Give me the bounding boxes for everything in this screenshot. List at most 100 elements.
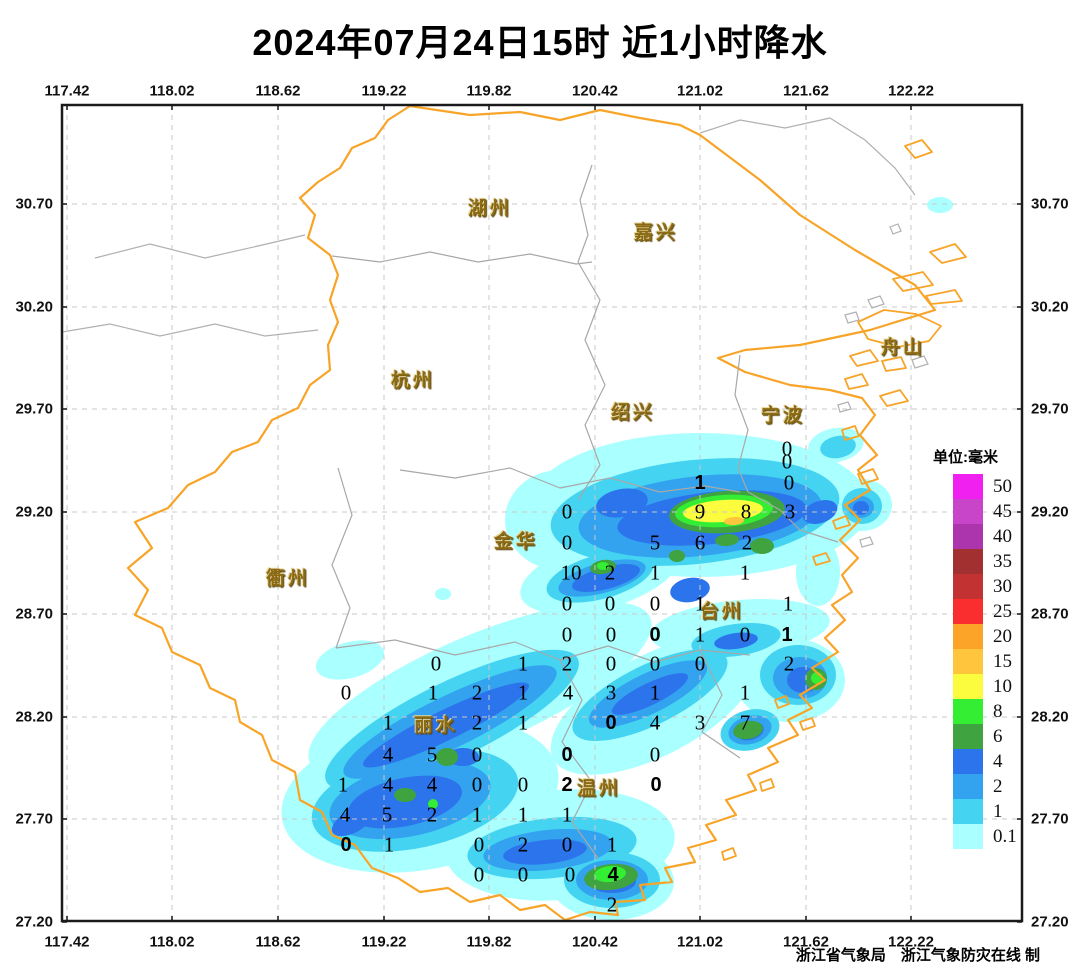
x-tick-label: 121.02 (677, 82, 723, 100)
station-value: 1 (517, 802, 529, 827)
station-value: 2 (604, 560, 616, 585)
station-value: 1 (427, 680, 439, 705)
legend-row: 50 (933, 474, 1033, 499)
station-value: 4 (382, 772, 394, 797)
station-value: 0 (473, 832, 485, 857)
station-value: 0 (605, 622, 617, 647)
legend-swatch (953, 749, 983, 774)
city-label-宁波: 宁波 (760, 405, 806, 427)
legend-swatch (953, 824, 983, 849)
neighbor-borders (62, 117, 929, 548)
legend-rows: 50 45 40 35 30 25 20 15 10 8 6 4 2 1 0.1 (933, 474, 1033, 849)
x-tick-label: 121.02 (677, 933, 723, 951)
y-tick-label: 29.70 (1031, 400, 1069, 418)
x-tick-label: 118.02 (149, 933, 195, 951)
station-value: 3 (784, 499, 796, 524)
footer-credit: 浙江省气象局 浙江气象防灾在线 制 (795, 947, 1040, 964)
legend-label: 4 (993, 751, 1003, 772)
station-value: 9 (694, 499, 706, 524)
city-label-金华: 金华 (493, 531, 539, 553)
legend-label: 6 (993, 726, 1003, 747)
station-value: 0 (605, 651, 617, 676)
page-title: 2024年07月24日15时 近1小时降水 (252, 22, 828, 63)
legend-label: 40 (993, 526, 1012, 547)
station-value: 2 (426, 802, 438, 827)
station-value: 4 (339, 802, 351, 827)
legend-swatch (953, 799, 983, 824)
legend-swatch (953, 524, 983, 549)
y-tick-label: 28.70 (15, 605, 53, 623)
x-tick-label: 120.42 (572, 82, 618, 100)
legend-label: 25 (993, 601, 1012, 622)
station-value: 0 (650, 774, 662, 796)
station-value: 0 (517, 772, 529, 797)
rain-shading-layer (281, 197, 953, 920)
station-value: 0 (340, 680, 352, 705)
legend-label: 2 (993, 776, 1003, 797)
x-tick-label: 118.62 (255, 933, 301, 951)
station-value: 1 (383, 832, 395, 857)
station-value: 2 (471, 680, 483, 705)
legend: 单位:毫米 50 45 40 35 30 25 20 15 10 8 6 4 2 1 0.1 (933, 446, 1033, 849)
legend-swatch (953, 649, 983, 674)
legend-row: 2 (933, 774, 1033, 799)
x-tick-label: 121.62 (783, 933, 829, 951)
legend-row: 30 (933, 574, 1033, 599)
city-label-台州: 台州 (699, 601, 745, 623)
station-value: 0 (340, 834, 352, 856)
city-label-杭州: 杭州 (390, 370, 436, 392)
station-value: 1 (471, 802, 483, 827)
y-tick-label: 30.20 (15, 298, 53, 316)
legend-swatch (953, 624, 983, 649)
legend-swatch (953, 724, 983, 749)
legend-row: 0.1 (933, 824, 1033, 849)
station-value: 2 (561, 651, 573, 676)
legend-row: 6 (933, 724, 1033, 749)
station-value: 0 (561, 499, 573, 524)
legend-swatch (953, 499, 983, 524)
legend-row: 1 (933, 799, 1033, 824)
station-value: 1 (561, 802, 573, 827)
station-value: 1 (517, 710, 529, 735)
legend-row: 45 (933, 499, 1033, 524)
station-value: 1 (694, 622, 706, 647)
station-value: 0 (471, 772, 483, 797)
station-value: 4 (607, 864, 619, 886)
prefecture-borders (331, 164, 839, 859)
station-value: 3 (605, 680, 617, 705)
station-value: 4 (562, 680, 574, 705)
station-value: 0 (430, 651, 442, 676)
y-tick-label: 30.70 (15, 195, 53, 213)
station-value: 0 (604, 591, 616, 616)
y-tick-label: 27.20 (15, 913, 53, 931)
legend-label: 10 (993, 676, 1012, 697)
legend-label: 50 (993, 476, 1012, 497)
city-label-舟山: 舟山 (880, 337, 926, 359)
station-value: 0 (649, 624, 661, 646)
station-value: 1 (517, 651, 529, 676)
station-value: 3 (694, 710, 706, 735)
city-label-湖州: 湖州 (467, 198, 513, 220)
station-value: 0 (561, 832, 573, 857)
legend-row: 40 (933, 524, 1033, 549)
legend-row: 20 (933, 624, 1033, 649)
legend-label: 1 (993, 801, 1003, 822)
legend-label: 45 (993, 501, 1012, 522)
legend-label: 20 (993, 626, 1012, 647)
legend-swatch (953, 574, 983, 599)
legend-title: 单位:毫米 (933, 449, 998, 466)
legend-label: 8 (993, 701, 1003, 722)
station-value: 1 (517, 680, 529, 705)
station-value: 2 (741, 530, 753, 555)
station-value: 0 (473, 862, 485, 887)
station-value: 1 (382, 710, 394, 735)
station-value: 1 (649, 680, 661, 705)
y-tick-label: 28.20 (1031, 708, 1069, 726)
station-value: 0 (781, 449, 793, 474)
legend-swatch (953, 474, 983, 499)
station-value: 0 (561, 591, 573, 616)
x-tick-label: 117.42 (44, 933, 90, 951)
station-value: 1 (739, 560, 751, 585)
